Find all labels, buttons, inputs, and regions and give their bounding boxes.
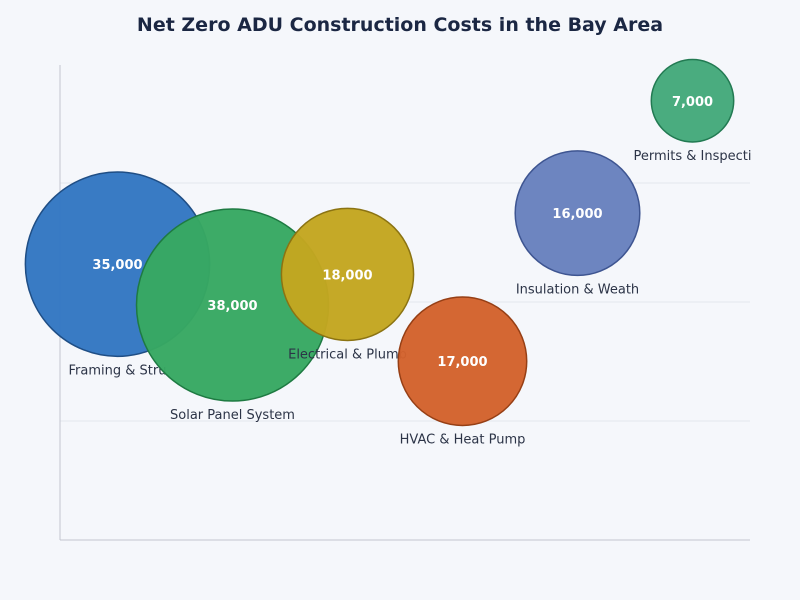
bubble-value-label: 35,000 — [92, 258, 142, 273]
bubble — [650, 58, 735, 143]
bubble-category-label: Insulation & Weath — [516, 282, 639, 297]
bubble-category-label: Framing & Stru — [69, 363, 167, 378]
bubble-group: 7,000 Permits & Inspecti — [634, 58, 752, 164]
bubble-value-label: 18,000 — [322, 268, 372, 283]
bubble — [397, 296, 528, 427]
bubble — [280, 207, 415, 342]
bubble-value-label: 17,000 — [437, 355, 487, 370]
bubble-value-label: 38,000 — [207, 299, 257, 314]
bubble-group: 16,000 Insulation & Weath — [514, 150, 641, 297]
bubble-group: 18,000 Electrical & Plumb — [280, 207, 415, 362]
bubble-category-label: HVAC & Heat Pump — [400, 432, 526, 447]
bubble-group: 38,000 Solar Panel System — [135, 208, 330, 423]
chart-title: Net Zero ADU Construction Costs in the B… — [136, 14, 664, 36]
bubble — [514, 150, 641, 277]
bubble-category-label: Solar Panel System — [170, 408, 295, 423]
bubble-category-label: Permits & Inspecti — [634, 149, 752, 164]
bubble-value-label: 7,000 — [672, 95, 713, 110]
bubble-group: 17,000 HVAC & Heat Pump — [397, 296, 528, 447]
bubble-category-label: Electrical & Plumb — [288, 347, 407, 362]
bubble-value-label: 16,000 — [552, 207, 602, 222]
